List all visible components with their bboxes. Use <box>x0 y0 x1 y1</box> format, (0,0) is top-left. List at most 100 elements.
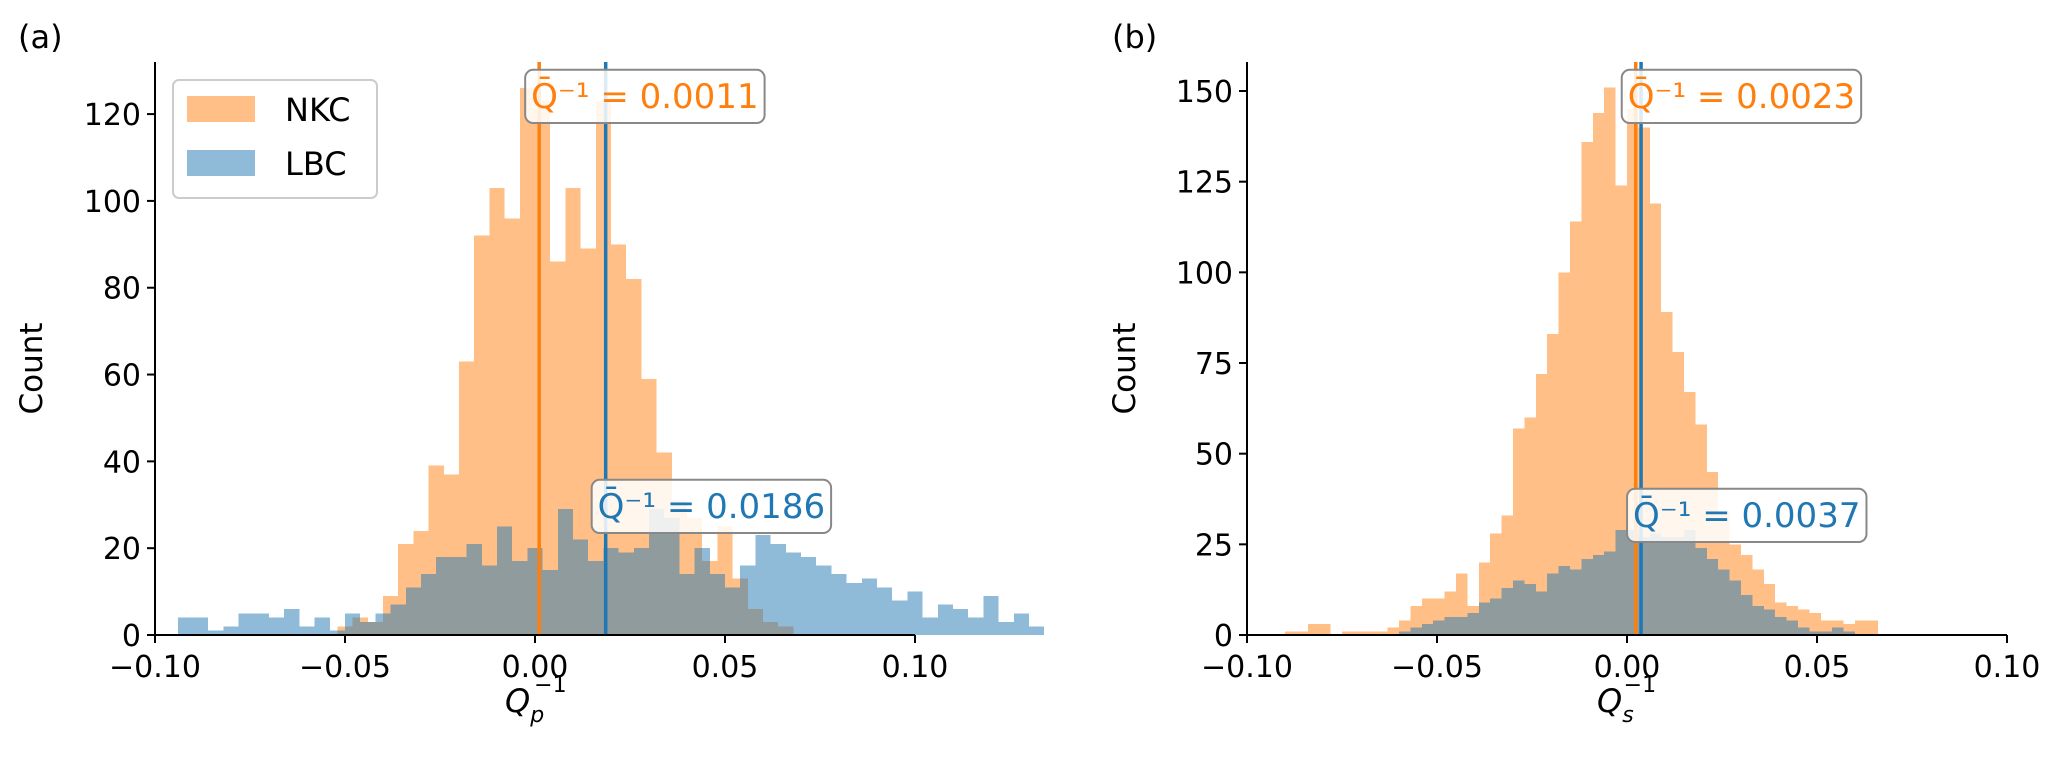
legend: NKC LBC <box>172 79 378 199</box>
bar-lbc <box>740 565 756 635</box>
bar-lbc <box>421 574 437 635</box>
x-tick-label: −0.10 <box>109 650 201 685</box>
bar-nkc <box>1843 624 1855 635</box>
chart-panel-b: (b) −0.10 −0.05 0.00 0.05 0.10 0 25 50 75 100 125 15… <box>1107 18 2040 728</box>
bar-nkc <box>1410 605 1422 635</box>
bar-lbc <box>1467 613 1479 635</box>
bar-lbc <box>542 569 558 635</box>
bar-nkc <box>1353 631 1365 635</box>
bar-nkc <box>611 244 627 635</box>
bar-lbc <box>329 630 345 635</box>
bar-lbc <box>1399 631 1411 635</box>
bar-lbc <box>801 556 817 635</box>
bar-lbc <box>1421 624 1434 635</box>
x-tick-label: 0.05 <box>692 650 759 685</box>
bar-lbc <box>1843 631 1855 635</box>
bar-lbc <box>1809 631 1821 635</box>
y-tick-label: 40 <box>103 445 141 480</box>
bar-lbc <box>1490 598 1502 635</box>
y-tick-label: 75 <box>1195 347 1233 382</box>
x-tick-label: 0.05 <box>1784 650 1851 685</box>
bar-lbc <box>1444 616 1456 635</box>
bar-lbc <box>725 587 741 635</box>
bar-nkc <box>1307 624 1320 635</box>
y-tick-label: 50 <box>1195 438 1233 473</box>
bar-nkc <box>1296 631 1308 635</box>
bar-nkc <box>1535 373 1548 635</box>
bar-lbc <box>816 565 832 635</box>
mean-annotation-lbc: Q̄⁻¹ = 0.0037 <box>1626 487 1868 543</box>
x-tick-label: 0.10 <box>882 650 949 685</box>
bar-lbc <box>1501 587 1513 635</box>
bar-nkc <box>1649 203 1662 635</box>
bar-lbc <box>1832 627 1844 635</box>
bar-lbc <box>1820 631 1833 635</box>
bar-nkc <box>1570 221 1582 635</box>
bar-lbc <box>481 565 497 635</box>
bar-nkc <box>1752 569 1764 635</box>
bar-lbc <box>1741 595 1753 635</box>
y-axis-label: Count <box>14 322 50 414</box>
bar-nkc <box>1285 631 1297 635</box>
mean-annotation-nkc: Q̄⁻¹ = 0.0011 <box>524 68 766 124</box>
bar-lbc <box>588 561 604 635</box>
bar-lbc <box>1547 573 1559 635</box>
bar-nkc <box>1490 533 1502 635</box>
bar-nkc <box>1342 631 1354 635</box>
bar-lbc <box>436 556 452 635</box>
bar-lbc <box>1706 558 1719 635</box>
x-tick-label: −0.05 <box>299 650 391 685</box>
bar-nkc <box>1820 620 1833 635</box>
bar-nkc <box>1319 624 1331 635</box>
bar-nkc <box>1444 591 1456 635</box>
bar-lbc <box>831 574 847 635</box>
bar-lbc <box>345 613 361 635</box>
y-tick-label: 80 <box>103 272 141 307</box>
bar-nkc <box>1706 471 1719 635</box>
bar-lbc <box>253 613 269 635</box>
bar-lbc <box>208 630 224 635</box>
bar-nkc <box>1638 127 1650 636</box>
y-tick-label: 150 <box>1176 75 1233 110</box>
bar-nkc <box>519 88 535 635</box>
bar-nkc <box>1866 620 1878 635</box>
bar-lbc <box>953 608 969 635</box>
bar-lbc <box>1661 537 1673 635</box>
bar-lbc <box>1752 605 1764 635</box>
bar-lbc <box>907 591 923 635</box>
bar-nkc <box>1433 598 1445 635</box>
bar-lbc <box>1524 584 1536 635</box>
bar-lbc <box>1649 533 1662 635</box>
x-tick-label: 0.10 <box>1974 650 2041 685</box>
bar-nkc <box>1376 631 1388 635</box>
y-axis-label: Count <box>1107 322 1143 414</box>
bar-lbc <box>1410 627 1422 635</box>
panel-label: (a) <box>18 18 63 56</box>
bar-lbc <box>1456 616 1468 635</box>
series-lbc <box>1399 529 1855 635</box>
panel-label: (b) <box>1112 18 1157 56</box>
bar-lbc <box>405 587 421 635</box>
bar-nkc <box>1661 312 1673 635</box>
bar-lbc <box>1513 580 1525 635</box>
y-tick-label: 60 <box>103 359 141 394</box>
bar-lbc <box>983 595 999 635</box>
y-tick-label: 20 <box>103 532 141 567</box>
bar-nkc <box>1627 109 1639 635</box>
bar-lbc <box>755 535 771 635</box>
bar-lbc <box>238 613 254 635</box>
bar-lbc <box>1684 529 1696 635</box>
bar-nkc <box>1809 613 1821 635</box>
bar-lbc <box>177 617 193 635</box>
bar-lbc <box>1638 537 1650 635</box>
bar-lbc <box>649 509 665 635</box>
svg-text:Q̄⁻¹ = 0.0023: Q̄⁻¹ = 0.0023 <box>1628 76 1855 117</box>
x-axis-label: Qp−1 <box>505 673 567 728</box>
bar-nkc <box>1387 627 1399 635</box>
bar-lbc <box>877 587 893 635</box>
bar-lbc <box>314 617 330 635</box>
x-axis-label: Qs−1 <box>1597 673 1656 728</box>
x-tick-label: 0.00 <box>1594 650 1661 685</box>
bar-lbc <box>1478 602 1491 635</box>
legend-swatch-nkc <box>187 96 255 122</box>
